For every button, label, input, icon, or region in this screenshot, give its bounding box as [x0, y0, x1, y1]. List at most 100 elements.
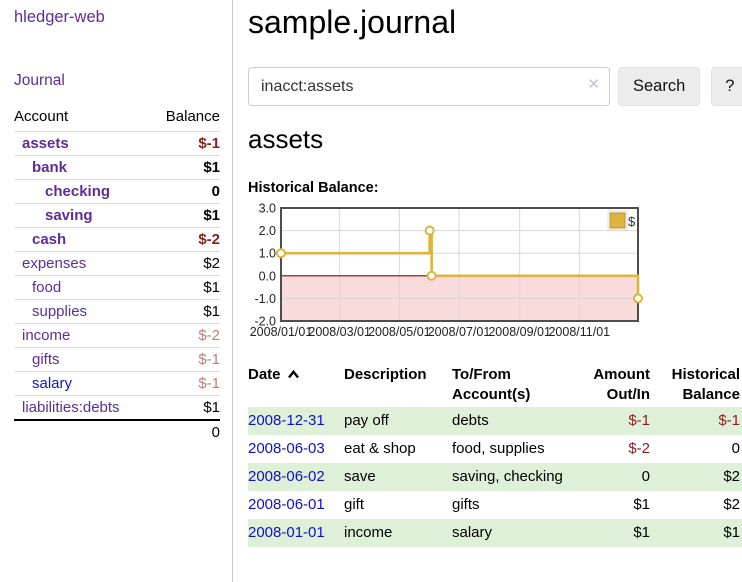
accounts-total-row: 0: [14, 419, 220, 444]
account-row: supplies $1: [14, 299, 220, 323]
account-balance: $-1: [198, 351, 220, 368]
accounts-table-header: Account Balance: [14, 105, 220, 131]
register-row: 2008-06-03 eat & shop food, supplies $-2 0: [248, 435, 742, 463]
sidebar-account-link[interactable]: saving: [45, 207, 93, 224]
register-header-row: Date Description To/From Account(s) Amou…: [248, 363, 742, 407]
sidebar-account-link[interactable]: checking: [45, 183, 111, 200]
transaction-description: pay off: [344, 412, 389, 429]
legend-swatch: [609, 212, 626, 229]
sidebar-account-link[interactable]: cash: [32, 231, 67, 248]
transaction-accounts: debts: [452, 412, 489, 429]
register-body: 2008-12-31 pay off debts $-1 $-1 2008-06-03 ea…: [248, 407, 742, 547]
search-bar: ✕ Search ?: [248, 67, 742, 106]
transaction-balance: $2: [723, 468, 740, 485]
transaction-description: save: [344, 468, 376, 485]
sidebar-account-link[interactable]: bank: [32, 159, 68, 176]
accounts-rows: assets $-1 bank $1 checking 0 saving $1 cash $-2 e…: [14, 131, 220, 419]
account-balance: $1: [203, 159, 220, 176]
page-title: sample.journal: [248, 4, 457, 40]
col-header-balance: Historical Balance: [671, 366, 740, 403]
sidebar-account-link[interactable]: expenses: [22, 255, 87, 272]
sidebar: hledger-web Journal Account Balance asse…: [0, 0, 233, 582]
sidebar-account-link[interactable]: salary: [32, 375, 73, 392]
y-tick-label: -1.0: [254, 292, 276, 306]
balance-chart: 3.0 2.0 1.0 0.0 -1.0 -2.02008/01/012008/03/01…: [250, 202, 643, 339]
chart-title: Historical Balance:: [248, 180, 379, 196]
account-heading: assets: [248, 124, 324, 154]
sidebar-account-link[interactable]: supplies: [32, 303, 88, 320]
account-balance: $2: [203, 255, 220, 272]
clear-search-icon[interactable]: ✕: [587, 76, 600, 93]
account-row: bank $1: [14, 155, 220, 179]
transaction-date-cell: 2008-12-31: [248, 407, 344, 435]
sidebar-account-link[interactable]: food: [32, 279, 62, 296]
main-content: sample.journal ✕ Search ? assets Histori…: [248, 0, 742, 547]
register-row: 2008-01-01 income salary $1 $1: [248, 519, 742, 547]
account-row: gifts $-1: [14, 347, 220, 371]
transaction-amount: $-2: [628, 440, 650, 457]
accounts-header-balance: Balance: [165, 108, 220, 125]
account-balance: $-2: [198, 327, 220, 344]
transaction-amount: $-1: [628, 412, 650, 429]
transaction-date-link[interactable]: 2008-06-03: [248, 440, 325, 457]
transaction-amount: $1: [633, 496, 650, 513]
accounts-header-account: Account: [14, 108, 69, 125]
account-row: liabilities:debts $1: [14, 395, 220, 419]
accounts-total-value: 0: [211, 424, 220, 441]
transaction-description: income: [344, 524, 393, 541]
legend-label: $: [628, 214, 636, 229]
transaction-date-cell: 2008-01-01: [248, 519, 344, 547]
transaction-accounts: food, supplies: [452, 440, 545, 457]
x-tick-label: 2008/03/01: [308, 325, 371, 339]
app-title-link[interactable]: hledger-web: [14, 8, 105, 26]
account-balance: $-1: [198, 135, 220, 152]
transaction-date-link[interactable]: 2008-01-01: [248, 524, 325, 541]
account-balance: $-2: [198, 231, 220, 248]
account-row: food $1: [14, 275, 220, 299]
y-tick-label: 2.0: [259, 224, 276, 238]
search-input[interactable]: [248, 67, 610, 106]
account-row: salary $-1: [14, 371, 220, 395]
sidebar-account-link[interactable]: assets: [22, 135, 69, 152]
sidebar-account-link[interactable]: gifts: [32, 351, 60, 368]
transaction-date-link[interactable]: 2008-06-01: [248, 496, 325, 513]
account-balance: $1: [203, 303, 220, 320]
plot-border: [280, 207, 639, 322]
transaction-date-cell: 2008-06-03: [248, 435, 344, 463]
register-row: 2008-06-01 gift gifts $1 $2: [248, 491, 742, 519]
account-balance: $1: [203, 399, 220, 416]
col-header-date[interactable]: Date: [248, 363, 344, 407]
y-tick-label: 1.0: [259, 247, 276, 261]
sort-ascending-icon: [287, 369, 299, 379]
account-balance: $1: [203, 279, 220, 296]
transaction-date-link[interactable]: 2008-06-02: [248, 468, 325, 485]
sidebar-item-journal[interactable]: Journal: [14, 72, 65, 89]
account-row: cash $-2: [14, 227, 220, 251]
transaction-amount: 0: [641, 468, 650, 485]
x-tick-label: 2008/05/01: [368, 325, 431, 339]
account-row: checking 0: [14, 179, 220, 203]
transaction-amount: $1: [633, 524, 650, 541]
transaction-balance: 0: [731, 440, 740, 457]
x-tick-label: 2008/01/01: [250, 325, 313, 339]
sidebar-account-link[interactable]: income: [22, 327, 71, 344]
x-tick-label: 2008/07/01: [428, 325, 491, 339]
transaction-accounts: gifts: [452, 496, 480, 513]
transaction-date-cell: 2008-06-01: [248, 491, 344, 519]
account-balance: $1: [203, 207, 220, 224]
transaction-description: gift: [344, 496, 365, 513]
data-point-marker: [633, 293, 643, 304]
account-row: income $-2: [14, 323, 220, 347]
col-header-amount: Amount Out/In: [593, 366, 650, 403]
transaction-accounts: salary: [452, 524, 493, 541]
y-tick-label: 3.0: [259, 202, 276, 216]
transaction-date-link[interactable]: 2008-12-31: [248, 412, 325, 429]
search-button[interactable]: Search: [618, 67, 701, 106]
col-header-description: Description: [344, 366, 427, 383]
data-point-marker: [276, 248, 286, 259]
data-point-marker: [424, 225, 435, 236]
x-tick-label: 2008/09/01: [488, 325, 551, 339]
col-header-date-label: Date: [248, 366, 281, 383]
search-help-button[interactable]: ?: [711, 67, 742, 106]
sidebar-account-link[interactable]: liabilities:debts: [22, 399, 120, 416]
